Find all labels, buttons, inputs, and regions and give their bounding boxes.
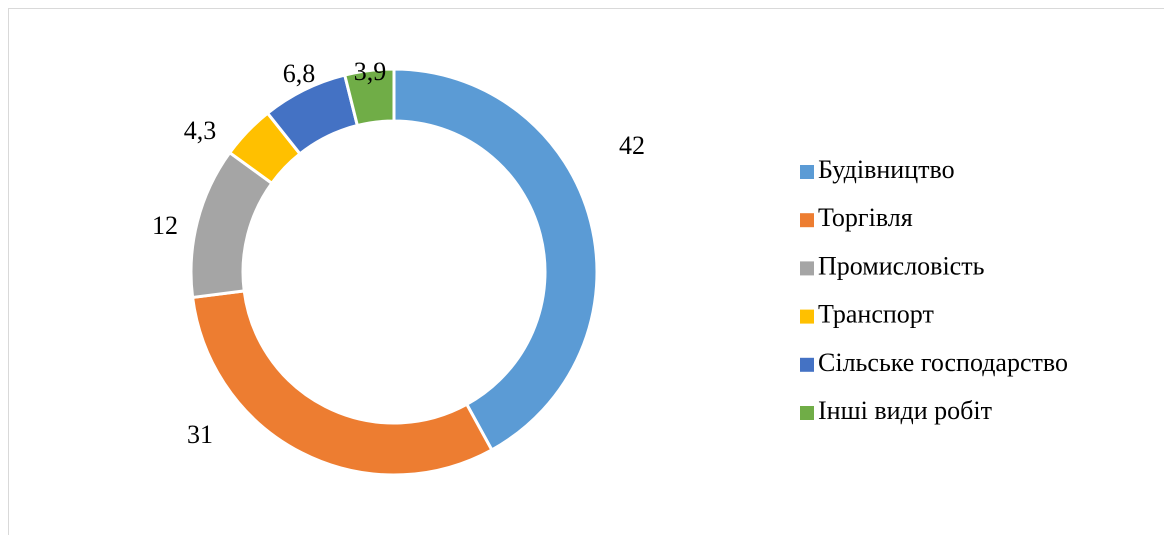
legend-swatch	[800, 261, 814, 276]
legend-label: Промисловість	[818, 251, 985, 280]
legend-swatch	[800, 165, 814, 179]
donut-segment	[190, 289, 494, 477]
legend-swatch	[800, 357, 814, 372]
data-label: 3,9	[354, 57, 387, 86]
data-label: 6,8	[283, 59, 316, 88]
data-label: 31	[187, 420, 213, 449]
legend-swatch	[800, 213, 814, 228]
legend-label: Торгівля	[818, 203, 913, 232]
data-label: 12	[152, 211, 178, 240]
legend-swatch	[800, 406, 814, 420]
data-label: 4,3	[184, 116, 217, 145]
legend-label: Будівництво	[818, 155, 955, 184]
legend-label: Сільське господарство	[818, 348, 1068, 377]
legend-label: Інші види робіт	[818, 396, 992, 425]
legend-label: Транспорт	[818, 300, 934, 329]
donut-segment	[342, 67, 396, 128]
chart-border	[8, 8, 1164, 535]
data-label: 42	[619, 131, 645, 160]
legend-swatch	[800, 309, 814, 324]
donut-segment	[392, 67, 599, 452]
